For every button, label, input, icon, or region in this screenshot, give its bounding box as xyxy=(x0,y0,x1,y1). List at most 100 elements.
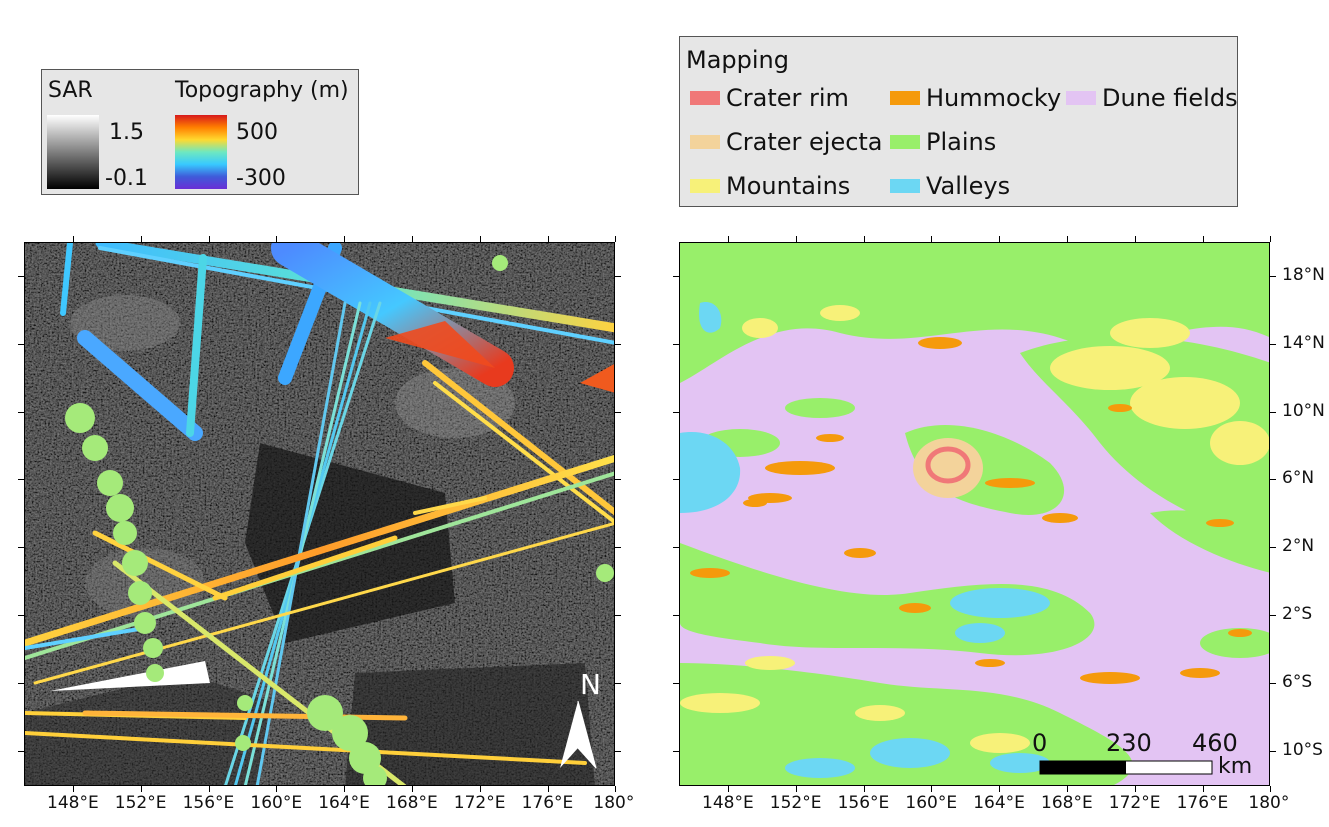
y-tick xyxy=(18,682,24,684)
x-tick xyxy=(728,786,729,792)
y-tick-right xyxy=(615,615,621,616)
y-tick xyxy=(18,343,24,345)
x-tick-top xyxy=(1134,236,1136,242)
y-tick-right xyxy=(1270,682,1276,684)
y-tick-right xyxy=(1270,750,1276,752)
scale-label-460: 460 xyxy=(1192,729,1238,757)
y-axis-label: 2°N xyxy=(1282,536,1315,557)
north-arrow-label: N xyxy=(580,668,601,701)
x-tick xyxy=(344,786,346,792)
y-axis-label: 2°S xyxy=(1282,604,1313,624)
x-tick-top xyxy=(931,236,933,242)
y-axis-label: 14°N xyxy=(1282,332,1325,353)
y-tick xyxy=(673,343,679,345)
y-tick xyxy=(18,615,24,616)
y-tick-right xyxy=(1270,615,1276,616)
x-axis-label: 164°E xyxy=(973,793,1025,813)
x-tick xyxy=(863,786,865,792)
x-tick xyxy=(931,786,933,792)
x-tick xyxy=(1270,786,1272,792)
x-axis-label: 160°E xyxy=(250,793,303,813)
x-tick-top xyxy=(344,236,346,242)
y-tick-right xyxy=(615,750,621,752)
north-arrow-icon xyxy=(560,700,597,769)
x-tick xyxy=(1134,786,1136,792)
y-tick-right xyxy=(615,547,621,549)
x-tick-top xyxy=(73,236,74,242)
x-axis-label: 176°E xyxy=(521,793,574,813)
x-axis-label: 168°E xyxy=(1041,793,1093,813)
legend-item-dune-fields: Dune fields xyxy=(1066,84,1238,112)
y-tick xyxy=(18,276,24,277)
scale-unit-label: km xyxy=(1218,754,1253,779)
y-tick xyxy=(673,411,679,413)
x-tick xyxy=(999,786,1001,792)
y-tick-right xyxy=(1270,276,1276,277)
y-tick-right xyxy=(1270,343,1276,345)
x-tick xyxy=(1067,786,1068,792)
legend-item-crater-rim: Crater rim xyxy=(690,84,849,112)
topography-legend-title: Topography (m) xyxy=(175,78,349,103)
y-tick xyxy=(673,479,679,481)
x-tick-top xyxy=(795,236,797,242)
x-tick-top xyxy=(140,236,142,242)
y-tick-right xyxy=(1270,479,1276,481)
y-tick xyxy=(673,547,679,549)
x-axis-label: 176°E xyxy=(1176,793,1229,813)
hummocky-swatch xyxy=(890,91,920,105)
x-axis-label: 180° xyxy=(593,793,635,813)
plains-swatch xyxy=(890,135,920,149)
x-axis-label: 152°E xyxy=(769,793,822,813)
y-tick xyxy=(18,479,24,481)
y-axis-label: 10°N xyxy=(1282,400,1325,421)
legend-item-plains: Plains xyxy=(890,128,996,156)
x-tick xyxy=(140,786,142,792)
sar-topography-map[interactable]: N xyxy=(24,242,615,786)
crater-ejecta-swatch xyxy=(690,135,720,149)
x-tick xyxy=(73,786,74,792)
scale-label-230: 230 xyxy=(1106,729,1152,757)
x-tick xyxy=(795,786,797,792)
x-tick-top xyxy=(863,236,865,242)
y-tick-right xyxy=(615,682,621,684)
x-axis-label: 168°E xyxy=(386,793,438,813)
y-axis-label: 6°S xyxy=(1282,671,1313,692)
x-tick-top xyxy=(276,236,278,242)
sar-colorbar xyxy=(47,115,99,189)
x-tick-top xyxy=(547,236,549,242)
valleys-swatch xyxy=(890,179,920,193)
x-axis-label: 156°E xyxy=(182,793,235,813)
x-tick-top xyxy=(1067,236,1068,242)
y-tick xyxy=(18,411,24,413)
x-tick xyxy=(615,786,617,792)
legend-item-mountains: Mountains xyxy=(690,172,850,200)
sar-min-label: -0.1 xyxy=(105,166,148,191)
sar-legend-title: SAR xyxy=(48,78,93,103)
y-tick xyxy=(18,750,24,752)
x-tick-top xyxy=(1202,236,1204,242)
y-tick-right xyxy=(1270,547,1276,549)
x-tick-top xyxy=(728,236,729,242)
y-tick-right xyxy=(615,343,621,345)
x-axis-label: 148°E xyxy=(47,793,99,813)
scale-bar xyxy=(1039,760,1213,775)
crater-rim-swatch xyxy=(690,91,720,105)
y-axis-label: 18°N xyxy=(1282,265,1325,285)
mapping-legend: Mapping Crater rim Hummocky Dune fields … xyxy=(679,36,1238,207)
x-tick xyxy=(479,786,481,792)
topography-max-label: 500 xyxy=(236,120,278,145)
y-tick xyxy=(18,547,24,549)
y-tick-right xyxy=(615,276,621,277)
x-tick-top xyxy=(615,236,617,242)
x-axis-label: 156°E xyxy=(837,793,890,813)
dune-fields-swatch xyxy=(1066,91,1096,105)
x-axis-label: 148°E xyxy=(702,793,754,813)
x-tick-top xyxy=(208,236,210,242)
y-tick-right xyxy=(615,479,621,481)
x-axis-label: 172°E xyxy=(453,793,506,813)
geomorphology-map[interactable]: 0 230 460 km xyxy=(679,242,1270,786)
y-tick-right xyxy=(1270,411,1276,413)
legend-item-valleys: Valleys xyxy=(890,172,1010,200)
x-tick-top xyxy=(412,236,413,242)
x-tick xyxy=(208,786,210,792)
